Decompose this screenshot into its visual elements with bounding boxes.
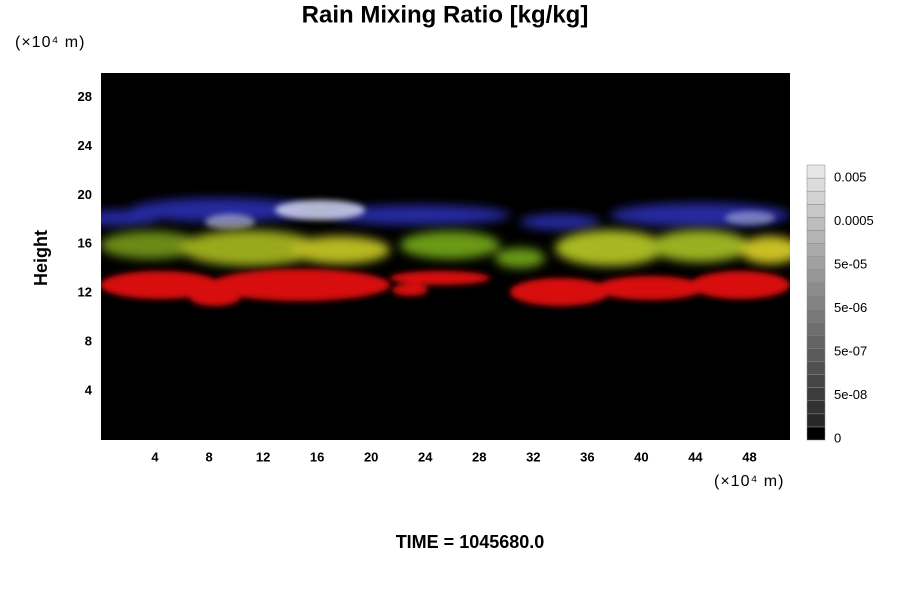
x-tick-label: 4 xyxy=(151,449,159,464)
colorbar-label: 5e-06 xyxy=(834,300,867,315)
x-tick-label: 32 xyxy=(526,449,540,464)
colorbar-band xyxy=(806,164,826,179)
y-tick-label: 16 xyxy=(78,236,92,251)
x-tick-label: 20 xyxy=(364,449,378,464)
red-layer xyxy=(101,269,790,306)
colorbar-label: 5e-05 xyxy=(834,256,867,271)
y-axis-label: Height xyxy=(31,230,51,286)
colorbar-band xyxy=(806,243,826,257)
x-tick-label: 16 xyxy=(310,449,324,464)
colorbar-band xyxy=(806,282,826,297)
colorbar-band xyxy=(806,361,826,375)
colorbar-band xyxy=(806,190,826,205)
colorbar-label: 0 xyxy=(834,430,841,445)
colorbar-band xyxy=(806,334,826,349)
colorbar: 0 5e-08 5e-07 5e-06 5e-05 0.0005 0.005 xyxy=(806,164,874,445)
colorbar-band xyxy=(806,374,826,388)
x-tick-label: 48 xyxy=(742,449,756,464)
colorbar-label: 0.005 xyxy=(834,169,867,184)
y-unit: (×10⁴ m) xyxy=(15,34,85,51)
y-tick-label: 4 xyxy=(85,383,93,398)
x-tick-label: 28 xyxy=(472,449,486,464)
colorbar-band xyxy=(806,387,826,401)
field xyxy=(101,198,790,306)
colorbar-band xyxy=(806,413,826,428)
colorbar-band xyxy=(806,308,826,323)
time-label: TIME = 1045680.0 xyxy=(396,532,545,552)
colorbar-label: 5e-08 xyxy=(834,387,867,402)
x-tick-label: 40 xyxy=(634,449,648,464)
colorbar-band xyxy=(806,177,826,192)
x-tick-label: 24 xyxy=(418,449,433,464)
colorbar-band xyxy=(806,204,826,218)
y-tick-label: 8 xyxy=(85,334,92,349)
colorbar-band xyxy=(806,426,826,441)
colorbar-band xyxy=(806,400,826,415)
colorbar-band xyxy=(806,256,826,271)
chart-title: Rain Mixing Ratio [kg/kg] xyxy=(302,1,589,28)
colorbar-band xyxy=(806,295,826,310)
y-tick-label: 24 xyxy=(78,138,93,153)
y-tick-label: 12 xyxy=(78,285,92,300)
green-layer xyxy=(101,230,790,268)
x-tick-label: 44 xyxy=(688,449,703,464)
white-layer xyxy=(205,200,775,230)
colorbar-band xyxy=(806,269,826,284)
x-unit: (×10⁴ m) xyxy=(714,473,784,490)
colorbar-band xyxy=(806,348,826,362)
y-tick-label: 20 xyxy=(78,187,92,202)
colorbar-label: 5e-07 xyxy=(834,343,867,358)
x-tick-label: 36 xyxy=(580,449,594,464)
y-tick-label: 28 xyxy=(78,89,92,104)
x-tick-label: 12 xyxy=(256,449,270,464)
colorbar-band xyxy=(806,230,826,244)
colorbar-band xyxy=(806,217,826,231)
colorbar-band xyxy=(806,321,826,336)
x-tick-label: 8 xyxy=(205,449,212,464)
colorbar-label: 0.0005 xyxy=(834,213,874,228)
